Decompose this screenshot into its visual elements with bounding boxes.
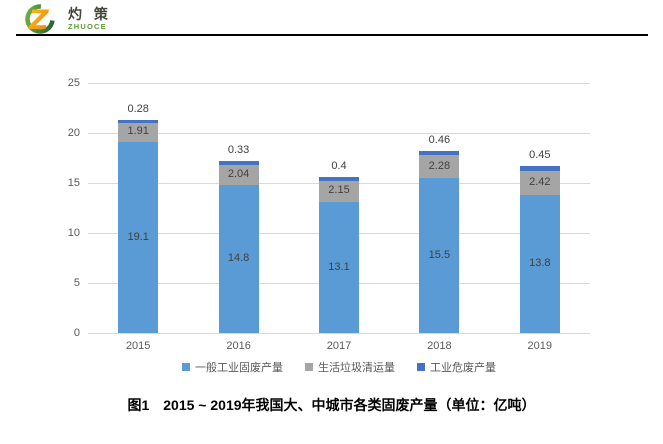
bar-segment: 13.8 [519, 195, 560, 333]
legend-marker-icon [305, 363, 313, 371]
legend-marker-icon [182, 363, 190, 371]
bar-segment-label: 13.8 [529, 257, 551, 269]
bar-segment [218, 161, 259, 165]
bar-segment-label: 1.91 [127, 125, 149, 138]
header-divider [16, 34, 648, 36]
bar-total-segment-label: 0.45 [529, 149, 551, 162]
legend-label: 工业危废产量 [430, 362, 496, 374]
y-axis-tick-label: 10 [67, 227, 80, 239]
bar-segment-label: 2.04 [227, 167, 250, 180]
bar-segment: 2.04 [218, 164, 259, 185]
gridline [88, 332, 590, 334]
bar-segment: 2.28 [419, 155, 460, 178]
gridline [88, 132, 590, 134]
y-axis-tick-label: 20 [67, 127, 80, 139]
bar-segment [519, 166, 560, 171]
legend-label: 一般工业固废产量 [195, 362, 283, 374]
figure-caption: 图1 2015 ~ 2019年我国大、中城市各类固废产量（单位：亿吨） [127, 397, 536, 413]
bar-segment-label: 2.15 [328, 184, 350, 197]
x-axis-category-label: 2016 [226, 340, 251, 352]
bar-segment: 1.91 [118, 122, 159, 142]
legend-item: 工业危废产量 [417, 359, 496, 375]
x-axis-category-label: 2017 [326, 340, 352, 352]
y-axis-tick-label: 25 [67, 77, 80, 89]
chart-legend: 一般工业固废产量 生活垃圾清运量 工业危废产量 [88, 359, 590, 375]
bar-segment: 15.5 [419, 178, 460, 333]
bar-segment-label: 15.5 [428, 248, 451, 261]
bar-segment: 14.8 [218, 185, 259, 333]
bar-segment-label: 14.8 [227, 252, 250, 264]
bar-segment [319, 176, 359, 181]
bar-segment [419, 150, 460, 156]
bar-segment: 13.1 [319, 202, 359, 333]
gridline [88, 82, 590, 84]
bar-segment-label: 2.42 [529, 175, 551, 188]
bar-total-segment-label: 0.46 [428, 133, 451, 146]
stacked-bar-chart: 0 5 10 15 20 25 19.1 1.91 0.28 2015 14.8 2.04 0.33 20… [67, 77, 590, 352]
x-axis-category-label: 2018 [427, 340, 452, 352]
logo-mark-icon: Z [25, 4, 55, 34]
logo-latin-name: ZHUOCE [68, 21, 107, 31]
y-axis-tick-label: 5 [73, 277, 80, 289]
bar-segment-label: 2.28 [428, 159, 451, 172]
bar-total-segment-label: 0.4 [331, 159, 347, 172]
svg-text:Z: Z [28, 5, 49, 34]
y-axis-tick-label: 0 [73, 327, 80, 339]
y-axis-tick-label: 15 [67, 177, 80, 189]
logo-chinese-name: 灼 策 [68, 5, 112, 22]
legend-label: 生活垃圾清运量 [318, 362, 395, 374]
legend-item: 一般工业固废产量 [182, 359, 283, 375]
bar-total-segment-label: 0.33 [227, 144, 250, 157]
bar-segment-label: 19.1 [127, 230, 149, 243]
company-logo: Z 灼 策 ZHUOCE [20, 3, 112, 34]
logo-text: 灼 策 ZHUOCE [68, 7, 112, 31]
bar-segment-label: 13.1 [328, 260, 350, 273]
bar-total-segment-label: 0.28 [127, 103, 149, 116]
x-axis-category-label: 2015 [125, 340, 151, 352]
legend-item: 生活垃圾清运量 [305, 359, 395, 375]
bar-segment: 2.42 [519, 170, 560, 195]
x-axis-category-label: 2019 [527, 340, 553, 352]
bar-segment [118, 120, 159, 123]
bar-segment: 19.1 [118, 142, 159, 333]
bar-segment: 2.15 [319, 180, 359, 202]
legend-marker-icon [417, 363, 425, 371]
